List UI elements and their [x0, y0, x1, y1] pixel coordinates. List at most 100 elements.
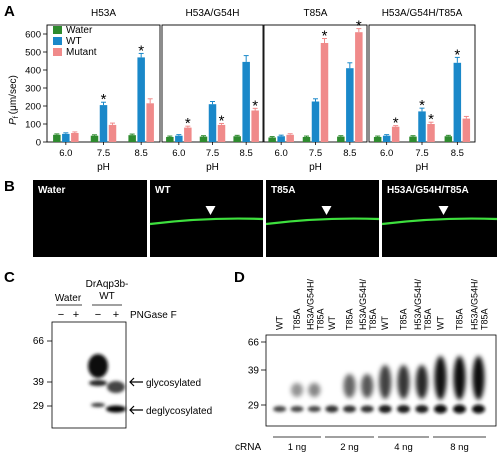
x-tick-label: 6.0: [59, 148, 72, 159]
lane-label-line2: T85A: [315, 308, 325, 330]
panel-a-letter: A: [4, 3, 15, 20]
sign-2: +: [73, 309, 79, 321]
bar-mutant: [427, 124, 435, 142]
y-tick-label: 600: [25, 30, 41, 41]
glyco-smear: [361, 374, 374, 398]
pngase-label: PNGase F: [130, 310, 177, 321]
chart-title-1: H53A/G54H: [186, 8, 240, 19]
band-29: [273, 406, 287, 412]
glyco-smear: [434, 356, 447, 400]
bar-water: [409, 136, 417, 142]
band-label-deglyco: deglycosylated: [146, 406, 212, 417]
x-tick-label: 7.5: [309, 148, 322, 159]
marker-label: 66: [248, 338, 260, 349]
lane-label-line1: H53A/G54H/: [358, 278, 368, 330]
lane-label-line1: H53A/G54H/: [413, 278, 423, 330]
y-tick-label: 200: [25, 102, 41, 113]
marker-39: 39: [33, 377, 45, 388]
band-glyco: [89, 380, 107, 386]
band-minor: [91, 403, 105, 407]
glyco-smear: [343, 374, 356, 398]
chart-title-2: T85A: [304, 8, 328, 19]
lane-label-line2: T85A: [368, 308, 378, 330]
lane-label-line2: T85A: [423, 308, 433, 330]
chart-title-3: H53A/G54H/T85A: [382, 8, 463, 19]
bar-water: [233, 136, 241, 142]
marker-29: 29: [33, 401, 45, 412]
bar-water: [444, 136, 453, 142]
chart-title-0: H53A: [91, 8, 116, 19]
group-label-wt-line2: WT: [99, 291, 115, 302]
image-label: Water: [38, 185, 66, 196]
band-label-glyco: glycosylated: [146, 378, 201, 389]
lane-label: T85A: [345, 308, 355, 330]
bar-mutant: [320, 43, 329, 142]
glyco-smear: [453, 356, 466, 400]
glyco-smear: [472, 356, 485, 400]
image-label: WT: [155, 185, 171, 196]
y-tick-label: 300: [25, 84, 41, 95]
bar-mutant: [217, 124, 226, 142]
bar-wt: [277, 136, 285, 142]
x-tick-label: 7.5: [415, 148, 428, 159]
membrane-signal: [149, 217, 264, 226]
bar-water: [53, 134, 61, 142]
band-29: [472, 404, 485, 414]
lane-label: WT: [327, 316, 337, 330]
dose-label: 8 ng: [450, 442, 469, 453]
x-axis-label: pH: [416, 162, 429, 173]
significance-star: *: [322, 28, 328, 45]
x-axis-label: pH: [309, 162, 322, 173]
arrow-glyco: [129, 377, 143, 387]
marker-label: 29: [248, 401, 260, 412]
significance-star: *: [138, 42, 144, 59]
band-glyco-smear: [88, 354, 108, 378]
bar-water: [302, 136, 311, 142]
band-29: [343, 405, 356, 413]
bar-mutant: [391, 126, 400, 142]
dose-label: 4 ng: [394, 442, 413, 453]
arrowhead: [438, 206, 449, 215]
band-29: [378, 405, 392, 413]
bar-mutant: [108, 124, 117, 142]
group-label-water: Water: [55, 293, 82, 304]
image-label: T85A: [271, 185, 295, 196]
bar-mutant: [146, 103, 154, 142]
arrowhead: [321, 206, 332, 215]
bar-wt: [311, 101, 320, 142]
image-label: H53A/G54H/T85A: [387, 185, 469, 196]
ylabel-sub: f: [13, 116, 20, 118]
glyco-smear: [415, 365, 428, 399]
x-tick-label: 6.0: [275, 148, 288, 159]
x-axis-label: pH: [206, 162, 219, 173]
bar-wt: [175, 135, 183, 142]
x-tick-label: 6.0: [380, 148, 393, 159]
bar-wt: [418, 111, 426, 142]
lane-label: WT: [275, 316, 285, 330]
lane-label-line1: H53A/G54H/: [305, 278, 315, 330]
significance-star: *: [356, 18, 362, 35]
lane-label: T85A: [292, 308, 302, 330]
bar-water: [90, 135, 99, 142]
glyco-smear: [308, 383, 321, 397]
significance-star: *: [454, 46, 460, 63]
bar-wt: [137, 57, 145, 142]
marker-label: 39: [248, 366, 260, 377]
membrane-signal: [265, 217, 380, 226]
legend-label: WT: [66, 36, 82, 47]
y-tick-label: 400: [25, 66, 41, 77]
bar-water: [199, 136, 208, 142]
blot-d-bands: [273, 404, 485, 414]
legend-swatch-mutant: [53, 48, 62, 56]
y-tick-label: 100: [25, 120, 41, 131]
arrow-deglyco: [129, 405, 143, 415]
x-tick-label: 8.5: [135, 148, 148, 159]
y-tick-label: 0: [36, 138, 41, 149]
significance-star: *: [393, 115, 399, 132]
lane-label: WT: [436, 316, 446, 330]
ylabel-main: P: [8, 118, 19, 125]
significance-star: *: [101, 91, 107, 108]
glyco-smear: [291, 383, 303, 397]
bar-wt: [99, 105, 108, 142]
